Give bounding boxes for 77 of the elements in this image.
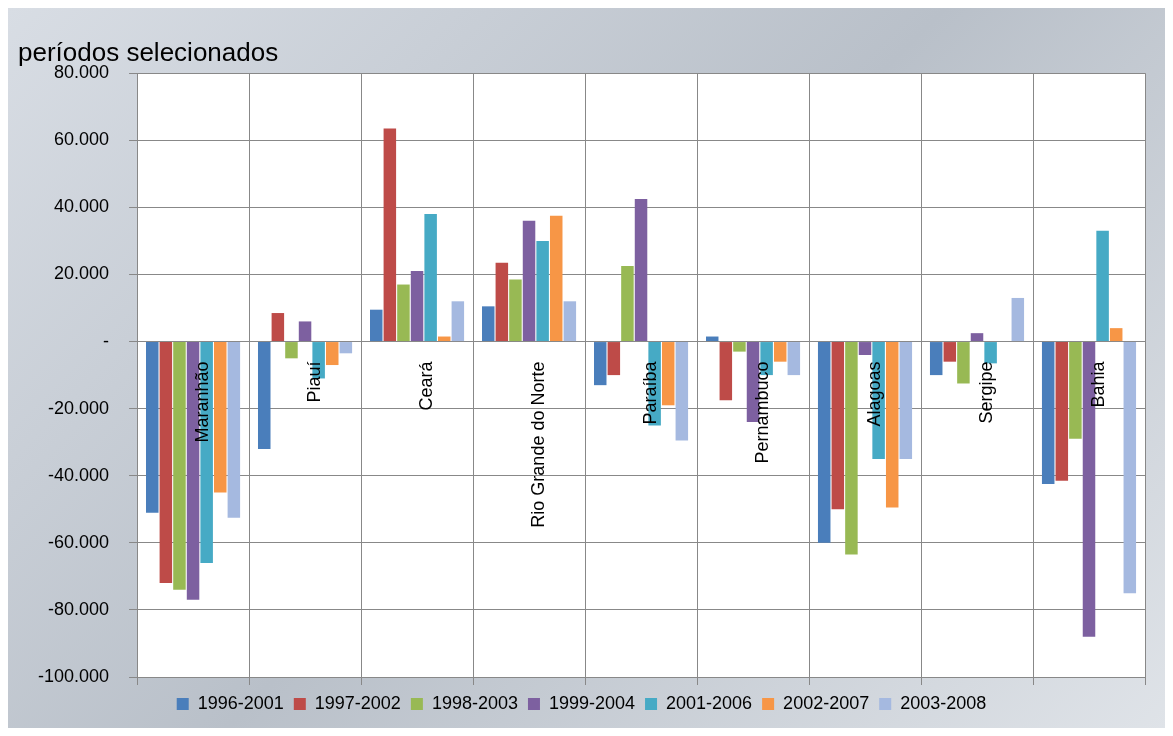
bar	[733, 342, 746, 352]
bar	[607, 342, 621, 376]
y-tick-label: 60.000	[54, 129, 110, 150]
bar	[858, 342, 872, 355]
x-tick-label: Ceará	[416, 360, 437, 411]
bar	[1096, 230, 1109, 342]
bar	[817, 342, 831, 543]
bar	[661, 342, 675, 406]
bar	[258, 342, 271, 449]
bar	[929, 342, 943, 376]
bar	[549, 215, 563, 342]
x-tick-label: Paraíba	[640, 360, 660, 425]
bar	[397, 284, 410, 342]
bar	[719, 342, 733, 401]
bar	[885, 342, 899, 508]
bar	[1123, 342, 1137, 594]
x-tick-label: Rio Grande do Norte	[528, 361, 549, 528]
bar	[424, 214, 437, 342]
bar	[451, 301, 465, 342]
y-tick-label: -40.000	[48, 464, 110, 485]
y-tick-label: -80.000	[48, 598, 110, 619]
bar	[522, 220, 536, 342]
bar	[675, 342, 689, 441]
x-tick-label: Bahia	[1087, 360, 1108, 408]
bar	[787, 342, 801, 376]
bar	[957, 342, 970, 384]
bar	[271, 313, 285, 342]
legend-label: 1997-2002	[314, 692, 401, 713]
bar	[214, 342, 227, 493]
bar	[563, 301, 577, 342]
bar	[481, 306, 495, 342]
bar	[1011, 297, 1025, 342]
bar	[495, 262, 509, 342]
y-tick-label: 40.000	[54, 196, 110, 217]
bar	[410, 271, 424, 342]
x-tick-label: Maranhão	[192, 361, 213, 443]
bar	[227, 342, 241, 518]
y-tick-label: 20.000	[54, 263, 110, 284]
bar	[1041, 342, 1055, 485]
bar	[593, 342, 607, 386]
y-tick-label: -60.000	[48, 531, 110, 552]
bar	[970, 333, 984, 342]
bar	[509, 279, 522, 342]
legend-label: 2002-2007	[783, 692, 870, 713]
bar	[634, 198, 648, 342]
x-tick-label: Pernambuco	[751, 361, 772, 464]
bar	[339, 342, 353, 354]
bar	[943, 342, 957, 362]
legend-label: 2001-2006	[666, 692, 753, 713]
bar	[369, 309, 383, 342]
y-tick-label: -100.000	[38, 665, 110, 686]
bar	[1109, 328, 1123, 342]
bar	[298, 321, 312, 342]
legend-label: 1996-2001	[197, 692, 284, 713]
x-tick-label: Alagoas	[863, 361, 884, 427]
x-tick-label: Sergipe	[975, 361, 996, 424]
bar	[984, 342, 997, 364]
bar	[146, 342, 159, 513]
bar	[1069, 342, 1082, 439]
y-tick-label: -	[103, 330, 110, 351]
bar	[159, 342, 173, 584]
bar	[1055, 342, 1069, 481]
x-tick-label: Piauí	[304, 361, 325, 403]
legend-label: 2003-2008	[900, 692, 987, 713]
bar	[621, 266, 634, 342]
bar	[845, 342, 858, 555]
bar	[831, 342, 845, 510]
bar	[536, 240, 549, 342]
bar	[285, 342, 298, 359]
bar	[173, 342, 186, 590]
legend-label: 1998-2003	[431, 692, 518, 713]
bar	[773, 342, 787, 362]
bar	[383, 128, 397, 342]
bar	[325, 342, 339, 366]
legend-label: 1999-2004	[548, 692, 636, 713]
y-tick-label: -20.000	[48, 397, 110, 418]
bar	[899, 342, 913, 459]
